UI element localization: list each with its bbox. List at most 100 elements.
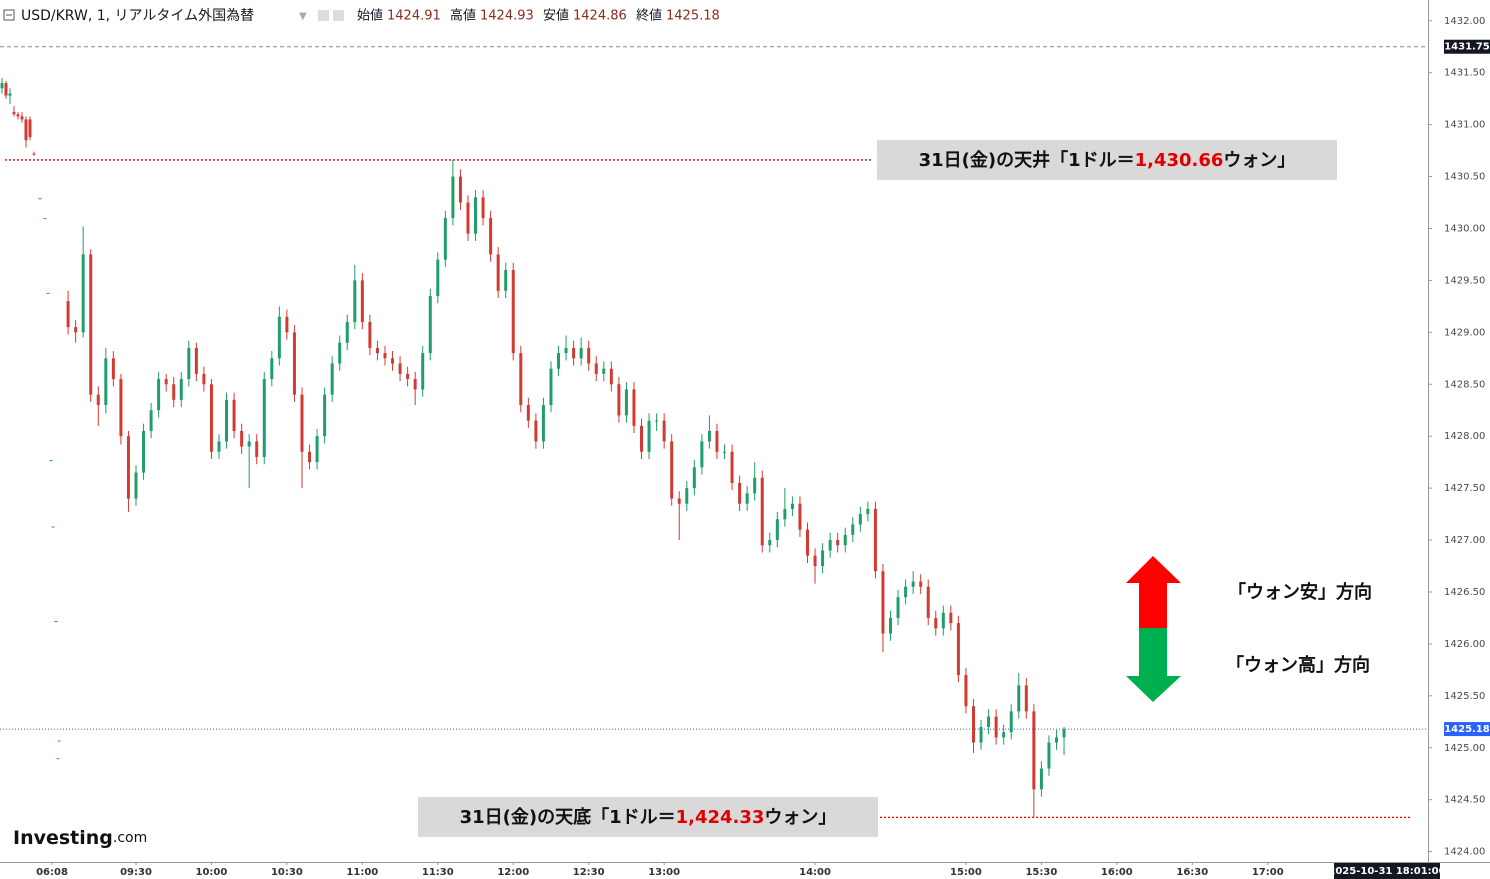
candle-body (866, 508, 870, 515)
ohlc-value: 1424.93 (480, 9, 534, 24)
y-tick-label: 1424.50 (1444, 795, 1485, 806)
y-tick-label: 1432.00 (1444, 16, 1485, 27)
candle-body (851, 524, 855, 535)
settings-icon[interactable] (333, 10, 344, 21)
candle-body (451, 176, 455, 219)
candle-body (534, 420, 538, 442)
logo-suffix: .com (113, 830, 147, 846)
candle-body (594, 363, 598, 374)
candle-body (979, 726, 983, 743)
ohlc-value: 1424.91 (387, 9, 441, 24)
candle-body (277, 316, 281, 359)
candle-body (994, 716, 998, 738)
annotation-number: 1,430.66 (1135, 150, 1224, 171)
x-tick-label: 15:30 (1025, 867, 1057, 878)
candle-body (172, 384, 176, 400)
candles (0, 77, 1066, 818)
candle-body (89, 254, 93, 395)
y-tick-label: 1426.50 (1444, 587, 1485, 598)
ohlc-name: 終値 (636, 8, 662, 24)
y-tick-label: 1425.00 (1444, 743, 1485, 754)
candle-body (16, 114, 20, 117)
candle-body (806, 529, 810, 556)
candle-body (987, 716, 991, 727)
logo-name: Investing (13, 827, 113, 849)
cursor-time: 2025-10-31 18:01:00 (1328, 866, 1445, 877)
candle-body (745, 493, 749, 504)
candle-body (541, 405, 545, 442)
candle-body (443, 218, 447, 260)
candle-body (406, 373, 410, 380)
candle-body (1002, 732, 1006, 738)
direction-label: 「ウォン安」方向 (1228, 581, 1372, 603)
candle-body (0, 83, 4, 89)
candle-body (760, 477, 764, 546)
candle-body (4, 83, 8, 96)
y-tick-label: 1428.50 (1444, 379, 1485, 390)
x-tick-label: 16:30 (1176, 867, 1208, 878)
candle-body (383, 353, 387, 359)
candle-body (38, 198, 42, 200)
candle-body (889, 617, 892, 634)
annotation-box (418, 797, 878, 837)
candle-body (32, 153, 36, 155)
candle-body (843, 534, 847, 546)
candle-body (971, 706, 975, 743)
candle-body (790, 503, 794, 509)
eye-icon[interactable] (318, 10, 329, 21)
ohlc-value: 1424.86 (573, 9, 627, 24)
annotation-text: 31日(金)の天底「1ドル＝1,424.33ウォン」 (460, 806, 837, 828)
candle-body (730, 451, 734, 483)
candle-body (919, 581, 923, 587)
annotation-prefix: 31日(金)の天底「1ドル＝ (460, 806, 676, 828)
candle-body (964, 675, 968, 707)
x-tick-label: 10:00 (196, 867, 228, 878)
candle-body (421, 353, 425, 390)
candle-body (1047, 742, 1051, 769)
y-tick-label: 1431.00 (1444, 120, 1485, 131)
candle-body (285, 316, 289, 333)
candle-body (187, 347, 191, 380)
dropdown-icon[interactable]: ▼ (299, 11, 307, 22)
y-tick-label: 1428.00 (1444, 431, 1485, 442)
x-tick-label: 15:00 (950, 867, 982, 878)
candle-body (549, 368, 553, 406)
candle-body (1039, 768, 1043, 790)
x-tick-label: 12:00 (497, 867, 529, 878)
ohlc-name: 始値 (357, 8, 383, 24)
price-label: 1425.18 (1444, 724, 1490, 735)
candle-body (858, 514, 862, 525)
cursor-time-box (1334, 863, 1440, 879)
candle-body (624, 389, 628, 416)
candle-body (20, 116, 24, 120)
candle-body (292, 332, 296, 395)
direction-label: 「ウォン高」方向 (1226, 654, 1370, 676)
candle-body (609, 368, 613, 385)
candle-body (436, 259, 440, 296)
candle-body (338, 342, 342, 364)
y-tick-label: 1430.50 (1444, 172, 1485, 183)
candle-body (142, 431, 146, 473)
candle-body (413, 379, 417, 390)
y-tick-label: 1427.50 (1444, 483, 1485, 494)
candle-body (753, 477, 757, 494)
x-tick-label: 12:30 (573, 867, 605, 878)
candle-body (43, 218, 47, 220)
candle-body (896, 597, 900, 618)
candle-body (81, 254, 85, 333)
candle-body (526, 405, 530, 421)
candle-body (474, 197, 478, 234)
x-tick-label: 10:30 (271, 867, 303, 878)
candle-body (783, 508, 787, 520)
direction-arrows: 「ウォン安」方向 「ウォン高」方向 (1126, 556, 1372, 702)
x-tick-label: 14:00 (799, 867, 831, 878)
candle-body (232, 399, 236, 431)
collapse-icon[interactable] (3, 9, 15, 21)
candle-body (96, 394, 100, 406)
candle-body (247, 441, 251, 447)
candle-body (12, 112, 16, 115)
candle-body (670, 441, 674, 499)
annotation-box (877, 140, 1337, 180)
candle-body (828, 540, 832, 551)
